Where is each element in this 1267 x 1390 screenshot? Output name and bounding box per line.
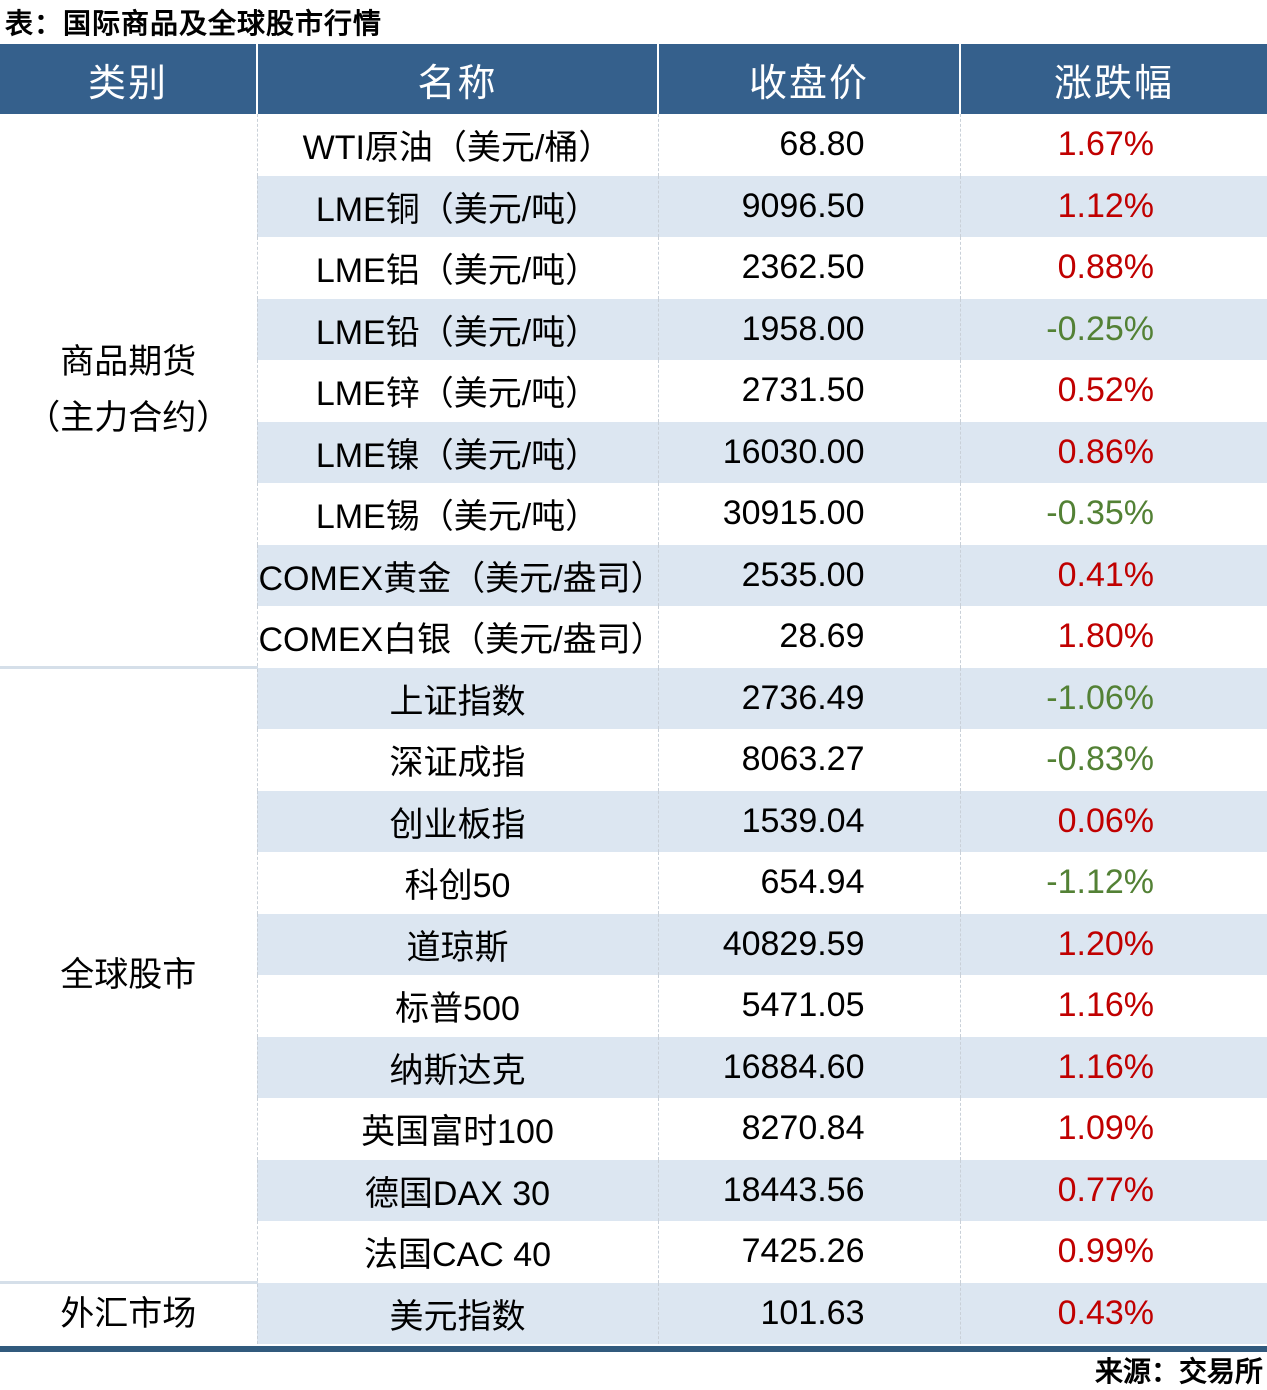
table-row: LME镍（美元/吨） 16030.00 0.86% <box>0 421 1267 483</box>
name-cell: 科创50 <box>256 852 658 914</box>
table-row: LME锡（美元/吨） 30915.00 -0.35% <box>0 483 1267 545</box>
close-cell: 40829.59 <box>657 913 960 975</box>
name-cell: 纳斯达克 <box>256 1036 658 1098</box>
table-row: LME铅（美元/吨） 1958.00 -0.25% <box>0 298 1267 360</box>
name-cell: 法国CAC 40 <box>256 1221 658 1283</box>
change-cell: 1.67% <box>959 114 1267 176</box>
table-row: LME铜（美元/吨） 9096.50 1.12% <box>0 175 1267 237</box>
category-label: 全球股市 <box>60 956 197 994</box>
table-row: COMEX黄金（美元/盎司） 2535.00 0.41% <box>0 544 1267 606</box>
name-cell: LME镍（美元/吨） <box>256 421 658 483</box>
header-row: 类别 名称 收盘价 涨跌幅 <box>0 44 1267 114</box>
close-cell: 7425.26 <box>657 1221 960 1283</box>
table-row: 深证成指 8063.27 -0.83% <box>0 729 1267 791</box>
name-cell: 标普500 <box>256 975 658 1037</box>
close-cell: 30915.00 <box>657 483 960 545</box>
category-cell-commodity-futures: 商品期货 （主力合约） <box>0 114 257 668</box>
close-cell: 18443.56 <box>657 1159 960 1221</box>
close-cell: 2731.50 <box>657 360 960 422</box>
close-cell: 2736.49 <box>657 667 960 729</box>
change-cell: 0.06% <box>959 790 1267 852</box>
change-cell: 1.09% <box>959 1098 1267 1160</box>
header-cell-category: 类别 <box>0 44 257 114</box>
name-cell: 美元指数 <box>256 1282 658 1344</box>
category-label-line2: （主力合约） <box>26 399 231 437</box>
close-cell: 16030.00 <box>657 421 960 483</box>
name-cell: COMEX白银（美元/盎司） <box>256 606 665 668</box>
close-cell: 654.94 <box>657 852 960 914</box>
name-cell: LME铜（美元/吨） <box>256 175 658 237</box>
table-row: 道琼斯 40829.59 1.20% <box>0 913 1267 975</box>
close-cell: 68.80 <box>657 114 960 176</box>
close-cell: 2362.50 <box>657 237 960 299</box>
close-cell: 5471.05 <box>657 975 960 1037</box>
header-cell-name: 名称 <box>256 44 658 114</box>
change-cell: -1.06% <box>959 667 1267 729</box>
table-row: 创业板指 1539.04 0.06% <box>0 790 1267 852</box>
change-cell: 0.88% <box>959 237 1267 299</box>
table-row: LME铝（美元/吨） 2362.50 0.88% <box>0 237 1267 299</box>
close-cell: 9096.50 <box>657 175 960 237</box>
change-cell: 1.80% <box>959 606 1267 668</box>
category-cell-global-stocks: 全球股市 <box>0 666 257 1283</box>
close-cell: 8063.27 <box>657 729 960 791</box>
close-cell: 16884.60 <box>657 1036 960 1098</box>
name-cell: LME锡（美元/吨） <box>256 483 658 545</box>
close-cell: 1539.04 <box>657 790 960 852</box>
name-cell: COMEX黄金（美元/盎司） <box>256 544 665 606</box>
name-cell: 道琼斯 <box>256 913 658 975</box>
change-cell: -1.12% <box>959 852 1267 914</box>
change-cell: 1.20% <box>959 913 1267 975</box>
table-row: 法国CAC 40 7425.26 0.99% <box>0 1221 1267 1283</box>
name-cell: 德国DAX 30 <box>256 1159 658 1221</box>
table-row: 商品期货 （主力合约） WTI原油（美元/桶） 68.80 1.67% <box>0 114 1267 668</box>
source-note: 来源：交易所 <box>1094 1356 1263 1387</box>
name-cell: WTI原油（美元/桶） <box>256 114 658 176</box>
table-row: 全球股市 上证指数 2736.49 -1.06% <box>0 666 1267 1283</box>
name-cell: 英国富时100 <box>256 1098 658 1160</box>
category-label-line1: 商品期货 <box>60 343 197 381</box>
table-row: LME锌（美元/吨） 2731.50 0.52% <box>0 360 1267 422</box>
header-cell-change: 涨跌幅 <box>959 44 1267 114</box>
close-cell: 1958.00 <box>657 298 960 360</box>
table-row: 科创50 654.94 -1.12% <box>0 852 1267 914</box>
table-row: 德国DAX 30 18443.56 0.77% <box>0 1159 1267 1221</box>
change-cell: -0.83% <box>959 729 1267 791</box>
change-cell: 0.99% <box>959 1221 1267 1283</box>
table-bottom-border <box>0 1346 1267 1352</box>
name-cell: 上证指数 <box>256 667 658 729</box>
close-cell: 28.69 <box>657 606 960 668</box>
table-row: COMEX白银（美元/盎司） 28.69 1.80% <box>0 606 1267 668</box>
category-label: 外汇市场 <box>60 1295 197 1333</box>
table-row: 纳斯达克 16884.60 1.16% <box>0 1036 1267 1098</box>
change-cell: 0.86% <box>959 421 1267 483</box>
change-cell: 0.77% <box>959 1159 1267 1221</box>
change-cell: 1.12% <box>959 175 1267 237</box>
table-row: 英国富时100 8270.84 1.09% <box>0 1098 1267 1160</box>
category-cell-forex: 外汇市场 <box>0 1281 257 1344</box>
name-cell: LME锌（美元/吨） <box>256 360 658 422</box>
name-cell: LME铝（美元/吨） <box>256 237 658 299</box>
change-cell: 1.16% <box>959 975 1267 1037</box>
name-cell: 深证成指 <box>256 729 658 791</box>
close-cell: 8270.84 <box>657 1098 960 1160</box>
market-quotes-table: 类别 名称 收盘价 涨跌幅 商品期货 （主力合约） WTI原油（美元/桶） 68… <box>0 44 1267 1344</box>
close-cell: 101.63 <box>657 1282 960 1344</box>
change-cell: 0.52% <box>959 360 1267 422</box>
name-cell: LME铅（美元/吨） <box>256 298 658 360</box>
table-row: 外汇市场 美元指数 101.63 0.43% <box>0 1281 1267 1344</box>
change-cell: -0.35% <box>959 483 1267 545</box>
close-cell: 2535.00 <box>657 544 960 606</box>
page-title: 表：国际商品及全球股市行情 <box>5 8 383 39</box>
table-row: 标普500 5471.05 1.16% <box>0 975 1267 1037</box>
change-cell: 1.16% <box>959 1036 1267 1098</box>
change-cell: 0.41% <box>959 544 1267 606</box>
header-cell-close: 收盘价 <box>657 44 960 114</box>
name-cell: 创业板指 <box>256 790 658 852</box>
change-cell: 0.43% <box>959 1282 1267 1344</box>
change-cell: -0.25% <box>959 298 1267 360</box>
